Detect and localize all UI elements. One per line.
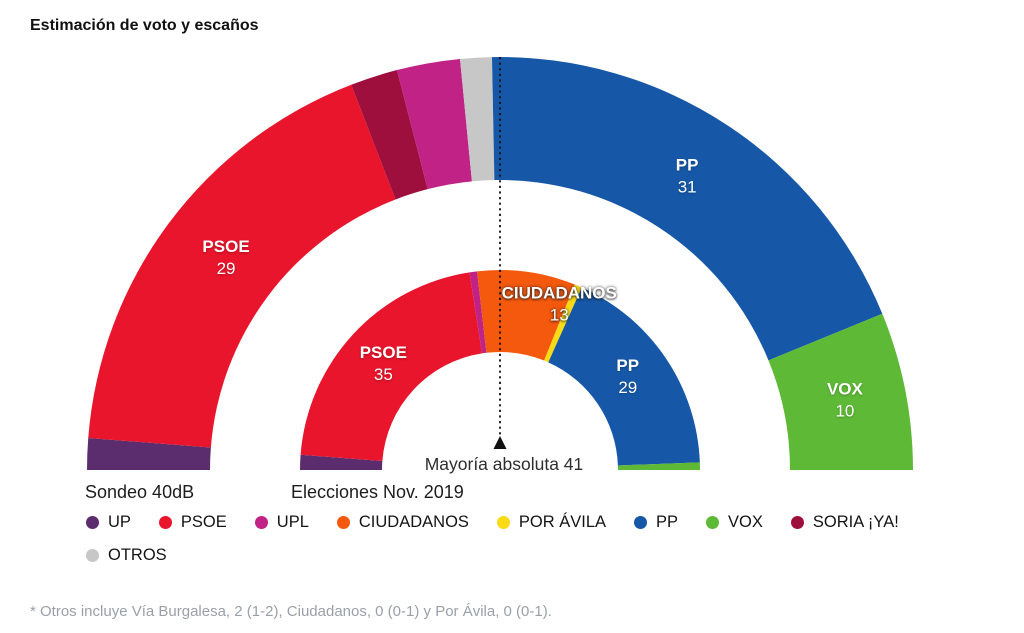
arc-segment-sondeo-psoe xyxy=(88,84,396,448)
arc-label-seats-elecciones-psoe: 35 xyxy=(374,365,393,384)
legend-dot-pp-icon xyxy=(634,515,648,529)
legend-item-pp: PP xyxy=(634,513,678,532)
arc-segment-elecciones-psoe xyxy=(300,272,482,461)
arc-label-seats-elecciones-pp: 29 xyxy=(618,378,637,397)
legend-item-soria_ya: SORIA ¡YA! xyxy=(790,512,899,532)
arc-label-seats-elecciones-ciudadanos: 13 xyxy=(550,305,569,324)
legend-label-otros: OTROS xyxy=(108,545,167,564)
legend-row-2: OTROS xyxy=(86,543,167,567)
legend-item-up: UP xyxy=(86,513,131,532)
footnote: * Otros incluye Vía Burgalesa, 2 (1-2), … xyxy=(30,603,552,620)
arc-label-name-sondeo-psoe: PSOE xyxy=(202,237,249,256)
arc-segment-sondeo-otros xyxy=(460,57,495,182)
legend-dot-psoe-icon xyxy=(158,515,172,529)
arc-label-seats-sondeo-vox: 10 xyxy=(835,401,854,420)
legend-dot-por_avila-icon xyxy=(496,515,510,529)
arc-segment-sondeo-up xyxy=(87,437,211,470)
legend-label-soria_ya: SORIA ¡YA! xyxy=(812,512,899,531)
legend-label-ciudadanos: CIUDADANOS xyxy=(358,512,469,531)
legend-row-1: UP PSOE UPL CIUDADANOS POR ÁVILA PP VOX SORIA ¡… xyxy=(86,510,899,534)
legend-label-psoe: PSOE xyxy=(180,512,227,531)
arc-label-name-elecciones-pp: PP xyxy=(616,356,639,375)
arc-label-name-sondeo-pp: PP xyxy=(676,155,699,174)
majority-label: Mayoría absoluta 41 xyxy=(425,454,584,474)
arc-labels-group: PSOE 29 PP 31 VOX 10 PSOE 35 CIUDADANOS 13 PP 29 xyxy=(202,155,863,420)
arc-label-name-elecciones-psoe: PSOE xyxy=(360,343,407,362)
legend-dot-up-icon xyxy=(86,515,99,529)
legend-dot-upl-icon xyxy=(254,515,268,529)
legend-label-pp: PP xyxy=(656,512,679,531)
legend-item-por_avila: POR ÁVILA xyxy=(496,512,607,532)
legend-item-psoe: PSOE xyxy=(158,512,227,532)
arc-segment-sondeo-soria_ya xyxy=(351,70,428,200)
legend-dot-otros-icon xyxy=(86,548,99,562)
ring-caption-elecciones: Elecciones Nov. 2019 xyxy=(291,482,464,502)
legend-label-upl: UPL xyxy=(276,512,309,531)
arc-label-seats-sondeo-pp: 31 xyxy=(678,177,697,196)
legend-item-otros: OTROS xyxy=(86,546,167,565)
legend-dot-soria_ya-icon xyxy=(790,515,804,529)
arc-segment-elecciones-vox xyxy=(617,462,700,470)
arc-segment-sondeo-pp xyxy=(491,57,883,361)
majority-arrow-icon xyxy=(493,436,507,449)
arc-segment-elecciones-pp xyxy=(548,287,700,466)
arc-segments-group xyxy=(87,57,913,470)
legend-item-upl: UPL xyxy=(254,512,309,532)
legend-dot-vox-icon xyxy=(706,515,720,529)
legend-item-ciudadanos: CIUDADANOS xyxy=(336,512,469,532)
legend-label-up: UP xyxy=(108,512,131,531)
arc-segment-elecciones-upl xyxy=(469,271,487,354)
legend-dot-ciudadanos-icon xyxy=(336,515,350,529)
arc-label-name-sondeo-vox: VOX xyxy=(827,379,864,398)
arc-segment-elecciones-por_avila xyxy=(544,284,582,363)
arc-segment-elecciones-ciudadanos xyxy=(477,270,575,361)
legend-item-vox: VOX xyxy=(706,513,763,532)
arc-label-name-elecciones-ciudadanos: CIUDADANOS xyxy=(502,283,617,302)
arc-label-seats-sondeo-psoe: 29 xyxy=(217,259,236,278)
page-title: Estimación de voto y escaños xyxy=(30,17,259,34)
ring-caption-sondeo: Sondeo 40dB xyxy=(85,482,195,502)
arc-segment-sondeo-upl xyxy=(396,58,472,190)
arc-segment-elecciones-up xyxy=(300,454,383,470)
legend-label-por_avila: POR ÁVILA xyxy=(518,512,607,531)
legend-label-vox: VOX xyxy=(728,512,763,531)
arc-segment-sondeo-vox xyxy=(768,313,913,470)
